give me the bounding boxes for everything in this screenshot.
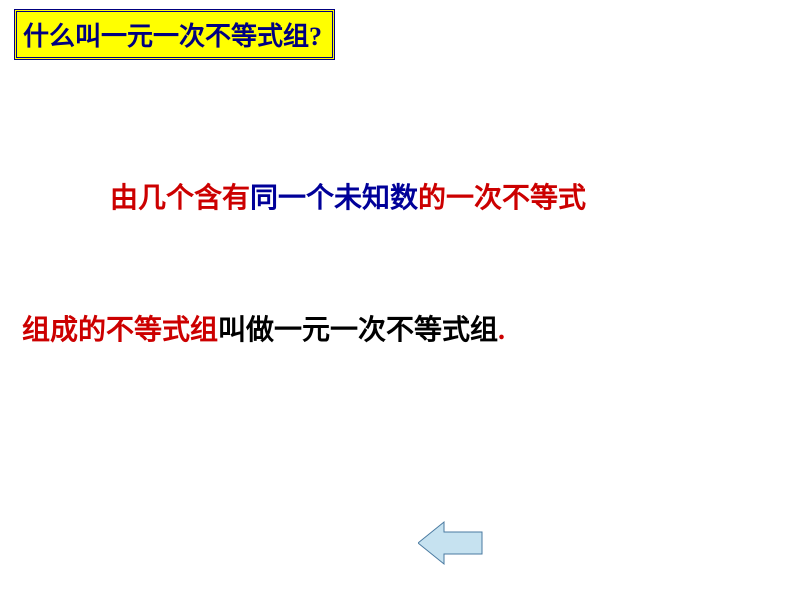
- text-segment: 的一次不等式: [418, 183, 586, 214]
- definition-line-2: 组成的不等式组叫做一元一次不等式组.: [22, 308, 505, 348]
- back-arrow[interactable]: [418, 520, 484, 571]
- title-box: 什么叫一元一次不等式组?: [14, 9, 335, 60]
- definition-line-1: 由几个含有同一个未知数的一次不等式: [110, 176, 586, 216]
- text-segment: 同一个未知数: [250, 183, 418, 214]
- title-text: 什么叫一元一次不等式组?: [23, 22, 322, 51]
- text-segment: 由几个含有: [110, 183, 250, 214]
- arrow-left-icon: [418, 520, 484, 566]
- text-segment: 组成的不等式组: [22, 315, 218, 346]
- text-segment: 叫做一元一次不等式组: [218, 315, 498, 346]
- text-segment: .: [498, 315, 505, 346]
